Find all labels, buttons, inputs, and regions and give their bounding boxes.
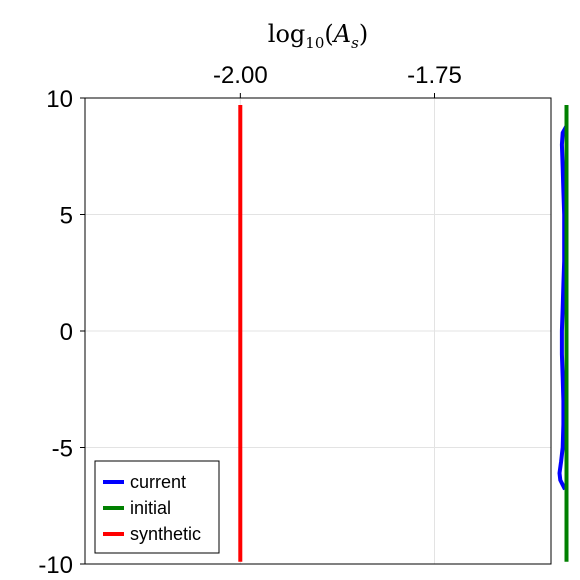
y-tick-label: 0 (60, 319, 73, 346)
y-tick-label: -5 (52, 436, 73, 463)
x-tick-label: -2.00 (213, 62, 268, 89)
series-line-current (557, 125, 569, 491)
legend: current initial synthetic (94, 460, 220, 554)
legend-label-initial: initial (130, 498, 171, 518)
legend-label-current: current (130, 472, 186, 492)
series (238, 105, 569, 562)
legend-label-synthetic: synthetic (130, 524, 201, 544)
x-axis-title: log10(As) (268, 20, 368, 52)
x-tick-label: -1.75 (407, 62, 462, 89)
y-tick-label: 10 (46, 86, 73, 113)
legend-box (94, 460, 220, 554)
y-tick-label: 5 (60, 203, 73, 230)
y-tick-label: -10 (38, 552, 73, 579)
ticks (80, 93, 435, 565)
tick-labels: -2.00-1.75-1.501050-5-10 (38, 62, 462, 579)
